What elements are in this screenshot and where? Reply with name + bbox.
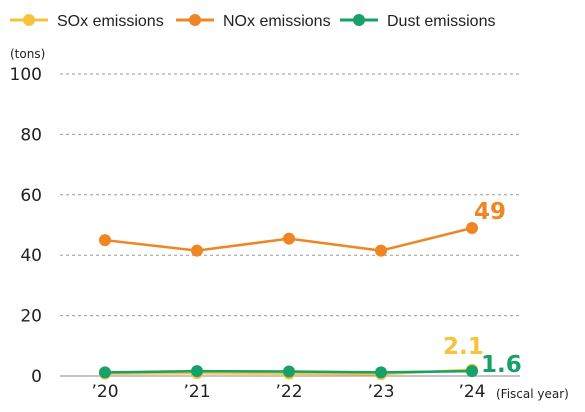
legend-marker-2 — [353, 14, 365, 26]
x-tick-label-3: ’23 — [367, 382, 394, 402]
y-axis-ticks: 0 20 40 60 80 100 — [10, 65, 42, 387]
y-tick-label-4: 80 — [20, 125, 42, 145]
end-label-2: 1.6 — [481, 352, 522, 378]
y-axis-unit-label: (tons) — [10, 47, 45, 61]
legend-marker-1 — [189, 14, 201, 26]
legend: SOx emissions NOx emissions Dust emissions — [10, 13, 495, 30]
series-group — [99, 222, 478, 381]
x-axis-unit-label: (Fiscal year) — [496, 387, 569, 401]
end-label-0: 2.1 — [443, 334, 484, 360]
legend-marker-0 — [23, 14, 35, 26]
y-tick-label-2: 40 — [20, 246, 42, 266]
y-tick-label-0: 0 — [31, 367, 42, 387]
series-1-point-4 — [466, 222, 478, 235]
x-tick-label-4: ’24 — [458, 382, 485, 402]
end-label-1: 49 — [474, 199, 506, 225]
end-labels: 2.1 49 1.6 — [443, 199, 522, 378]
x-tick-label-1: ’21 — [183, 382, 210, 402]
y-tick-label-5: 100 — [10, 65, 42, 85]
x-tick-label-2: ’22 — [275, 382, 302, 402]
series-2-point-4 — [466, 365, 478, 378]
legend-label-2: Dust emissions — [387, 13, 495, 30]
series-1-point-3 — [375, 244, 387, 257]
x-axis-ticks: ’20 ’21 ’22 ’23 ’24 — [91, 382, 485, 402]
series-2-point-0 — [99, 366, 111, 379]
series-2-point-3 — [375, 366, 387, 379]
series-2-point-2 — [283, 365, 295, 378]
y-tick-label-3: 60 — [20, 186, 42, 206]
legend-label-1: NOx emissions — [223, 13, 331, 30]
x-tick-label-0: ’20 — [91, 382, 118, 402]
series-1-point-0 — [99, 234, 111, 247]
series-1-point-2 — [283, 232, 295, 245]
legend-label-0: SOx emissions — [57, 13, 164, 30]
series-2-point-1 — [191, 365, 203, 378]
y-tick-label-1: 20 — [20, 307, 42, 327]
grid-lines — [60, 73, 520, 377]
series-1-point-1 — [191, 244, 203, 257]
